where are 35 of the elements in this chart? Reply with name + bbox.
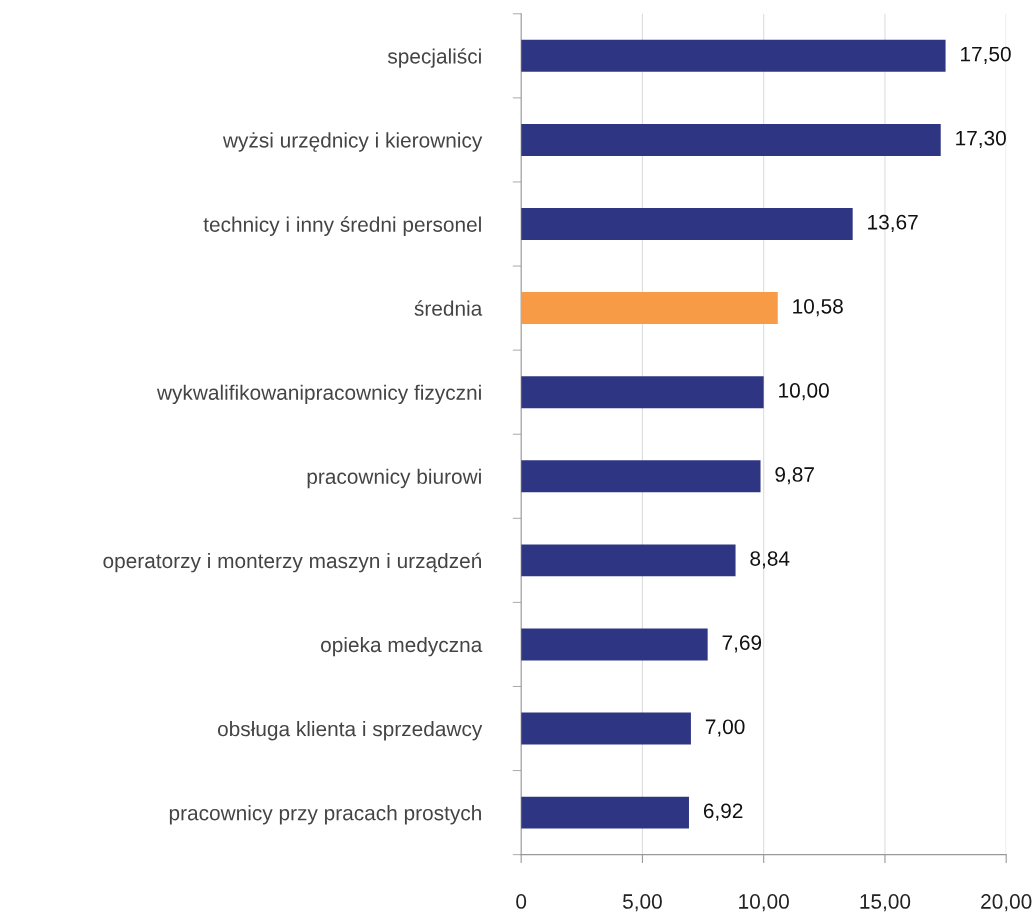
bar [521,628,708,661]
data-label: 10,00 [779,383,829,401]
data-label: 9,87 [775,467,814,485]
x-tick-label: 10,00 [739,894,789,912]
data-label: 7,00 [705,719,745,737]
y-tick-label: wykwalifikowanipracownicy fizyczni [156,384,481,405]
y-tick-label: pracownicy przy pracach prostych [169,805,481,825]
y-tick-label: wyżsi urzędnicy i kierownicy [222,132,483,152]
data-label: 8,84 [750,551,790,569]
bar [521,39,946,72]
data-label: 13,67 [868,214,918,233]
data-label: 17,50 [961,46,1011,64]
x-tick-label: 5,00 [622,894,662,912]
y-tick-label: operatorzy i monterzy maszyn i urządzeń [103,552,481,573]
data-label: 10,58 [793,298,843,317]
bar [521,376,764,409]
bar [521,544,736,577]
y-tick-label: opieka medyczna [321,636,483,657]
data-label: 6,92 [703,803,743,821]
bar [521,292,778,325]
data-label: 7,69 [722,635,762,653]
y-tick-label: technicy i inny średni personel [203,216,481,236]
bar [521,123,941,156]
bar [521,712,691,745]
x-tick-label: 20,00 [981,894,1032,912]
bar [521,796,689,829]
y-tick-label: specjaliści [387,48,481,68]
data-label: 17,30 [956,130,1006,148]
x-tick-label: 15,00 [860,894,911,912]
x-tick-label: 0 [516,894,527,909]
y-tick-label: średnia [414,300,483,316]
bar [521,460,761,493]
bar [521,208,853,240]
y-tick-label: obsługa klienta i sprzedawcy [217,720,483,741]
y-tick-label: pracownicy biurowi [307,468,481,489]
